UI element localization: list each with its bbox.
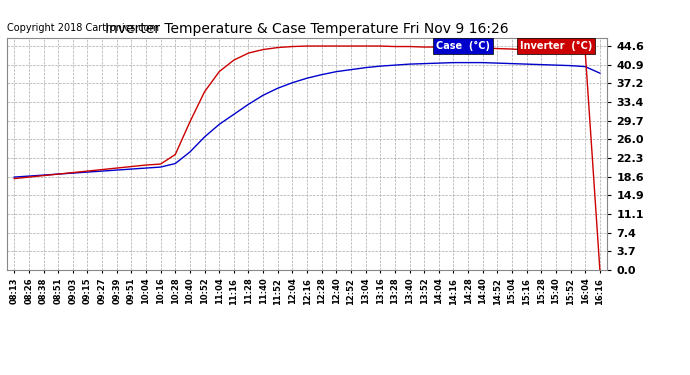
Text: Inverter  (°C): Inverter (°C)	[520, 41, 593, 51]
Text: Copyright 2018 Cartronics.com: Copyright 2018 Cartronics.com	[7, 23, 159, 33]
Title: Inverter Temperature & Case Temperature Fri Nov 9 16:26: Inverter Temperature & Case Temperature …	[106, 22, 509, 36]
Text: Case  (°C): Case (°C)	[436, 41, 490, 51]
